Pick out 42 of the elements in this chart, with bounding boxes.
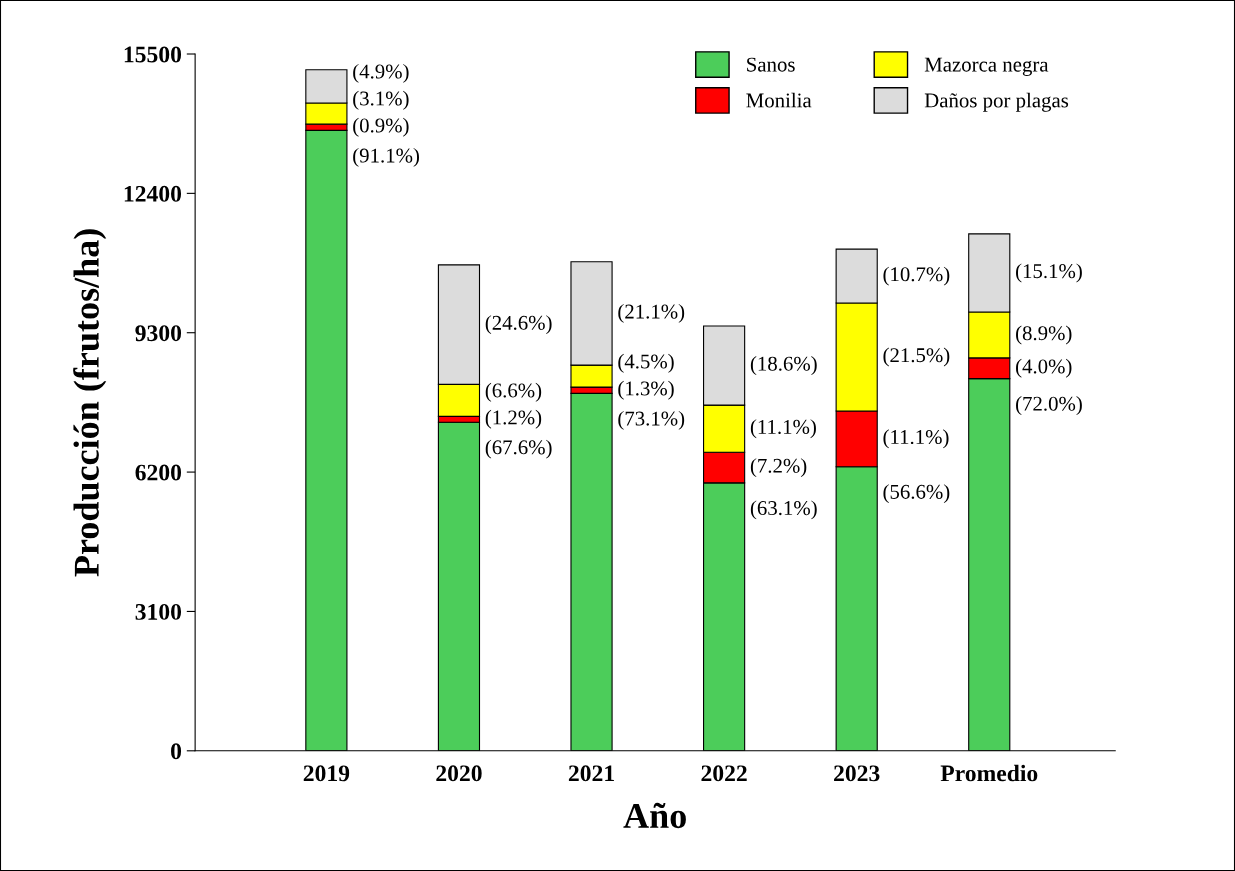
annotation: (67.6%) <box>485 439 552 459</box>
annotation: (18.6%) <box>750 356 817 375</box>
annotation: (21.1%) <box>618 303 685 323</box>
x-tick-label: 2021 <box>568 765 614 782</box>
annotation: (8.9%) <box>1016 325 1072 345</box>
annotation: (56.6%) <box>883 484 950 504</box>
x-tick-label: 2020 <box>436 765 482 782</box>
x-tick-label: 2023 <box>834 765 880 782</box>
annotation: (6.6%) <box>485 382 542 402</box>
annotation: (11.1%) <box>750 419 816 439</box>
y-tick-label: 12400 <box>124 185 182 202</box>
x-tick-label: 2022 <box>701 765 747 782</box>
y-tick-label: 15500 <box>124 46 182 63</box>
y-tick-label: 6200 <box>135 464 182 481</box>
annotation: (72.0%) <box>1016 396 1082 415</box>
x-tick-label: Promedio <box>940 764 1038 782</box>
legend-label: Mazorca negra <box>924 57 1049 76</box>
legend-label: Monilia <box>746 92 812 108</box>
annotation: (7.2%) <box>750 458 807 478</box>
y-tick-label: 9300 <box>135 325 182 342</box>
legend-label: Daños por plagas <box>924 92 1069 112</box>
annotation: (21.5%) <box>883 347 950 367</box>
annotation: (4.0%) <box>1016 358 1072 378</box>
annotation: (10.7%) <box>883 266 950 286</box>
annotation: (0.9%) <box>353 117 409 137</box>
annotation: (63.1%) <box>750 500 817 520</box>
annotation: (15.1%) <box>1016 263 1082 283</box>
y-tick-label: 3100 <box>135 603 182 620</box>
annotation: (73.1%) <box>618 410 685 430</box>
annotation: (3.1%) <box>353 90 409 110</box>
y-axis-title: Producción (frutos/ha) <box>73 229 107 577</box>
annotation: (11.1%) <box>883 429 949 449</box>
annotation: (4.9%) <box>353 63 409 83</box>
x-axis-title: Año <box>623 802 686 829</box>
annotation: (1.2%) <box>485 409 542 429</box>
annotation: (24.6%) <box>485 315 552 335</box>
annotation: (91.1%) <box>353 147 419 167</box>
x-tick-label: 2019 <box>303 765 350 782</box>
annotation: (1.3%) <box>618 380 674 400</box>
legend-label: Sanos <box>747 57 795 72</box>
annotation: (4.5%) <box>618 353 674 373</box>
y-tick-label: 0 <box>171 743 182 760</box>
